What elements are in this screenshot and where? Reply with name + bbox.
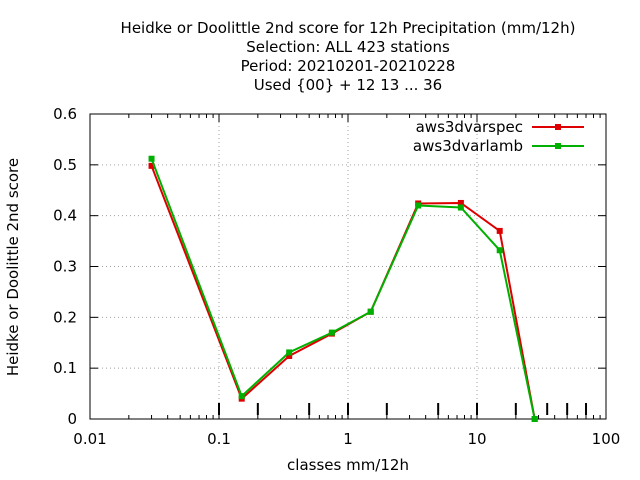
y-tick-label: 0.6 xyxy=(53,105,77,123)
title-line: Selection: ALL 423 stations xyxy=(246,38,450,56)
axis-ticks: 0 0.1 0.2 0.3 0.4 0.5 0.6 0.01 0.1 1 10 100 xyxy=(53,105,620,448)
data-point xyxy=(415,202,422,209)
x-tick-label: 10 xyxy=(467,430,486,448)
legend-label: aws3dvarlamb xyxy=(413,137,523,155)
y-tick-label: 0 xyxy=(67,410,77,428)
y-axis-label: Heidke or Doolittle 2nd score xyxy=(4,158,22,376)
y-tick-label: 0.3 xyxy=(53,258,77,276)
data-point xyxy=(148,162,155,169)
title-line: Used {00} + 12 13 ... 36 xyxy=(254,76,442,94)
data-point xyxy=(531,416,538,422)
data-point xyxy=(238,393,245,400)
data-point xyxy=(457,199,464,206)
legend-marker xyxy=(555,124,561,130)
y-tick-label: 0.5 xyxy=(53,156,77,174)
x-axis-label: classes mm/12h xyxy=(287,456,409,474)
title-line: Heidke or Doolittle 2nd score for 12h Pr… xyxy=(121,19,576,37)
legend-marker xyxy=(555,143,561,149)
data-point xyxy=(286,352,293,359)
y-tick-label: 0.1 xyxy=(53,359,77,377)
grid xyxy=(90,114,606,419)
legend-label: aws3dvarspec xyxy=(416,118,523,136)
x-tick-label: 0.1 xyxy=(207,430,231,448)
x-tick-label: 1 xyxy=(343,430,353,448)
data-point xyxy=(286,349,293,356)
class-markers xyxy=(218,403,588,415)
series-line-aws3dvarspec xyxy=(150,165,536,420)
data-point xyxy=(496,227,503,234)
x-tick-label: 0.01 xyxy=(73,430,106,448)
y-tick-label: 0.2 xyxy=(53,308,77,326)
data-point xyxy=(367,308,374,315)
series-group xyxy=(148,155,538,422)
data-point xyxy=(148,155,155,162)
y-tick-label: 0.4 xyxy=(53,207,77,225)
x-tick-label: 100 xyxy=(592,430,621,448)
chart-title: Heidke or Doolittle 2nd score for 12h Pr… xyxy=(121,19,576,94)
title-line: Period: 20210201-20210228 xyxy=(241,57,456,75)
data-point xyxy=(457,204,464,211)
series-line-aws3dvarlamb xyxy=(150,158,536,420)
data-point xyxy=(328,329,335,336)
data-point xyxy=(496,247,503,254)
